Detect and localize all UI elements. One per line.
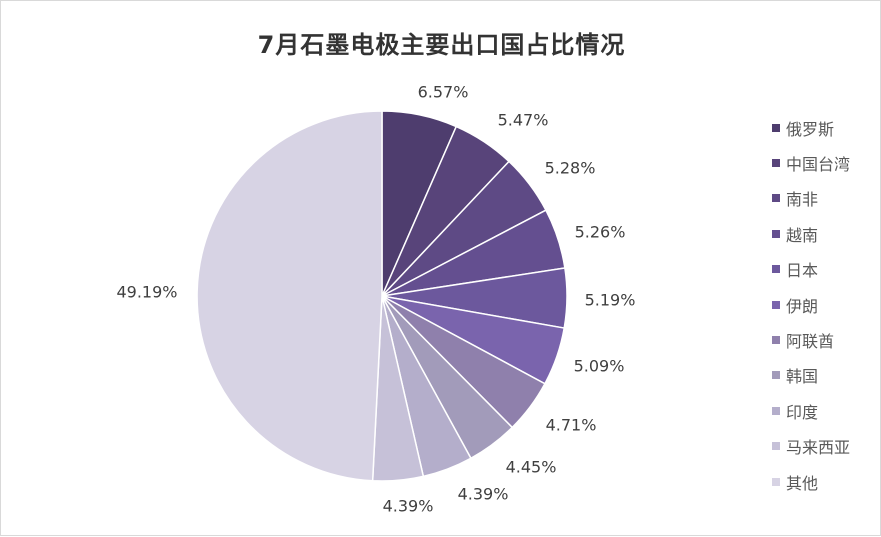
data-label-11: 49.19% [116,283,177,302]
legend-item-1: 俄罗斯 [772,110,850,145]
legend-label: 中国台湾 [786,155,851,175]
data-label-10: 4.39% [383,497,434,516]
legend-label: 韩国 [786,367,819,387]
legend-label: 南非 [786,190,819,210]
legend-item-8: 韩国 [772,358,850,393]
legend-swatch [772,371,780,380]
legend-item-2: 中国台湾 [772,145,850,180]
data-label-2: 5.47% [498,111,549,130]
legend-swatch [772,477,780,486]
legend-item-7: 阿联酋 [772,322,850,357]
chart-title: 7月石墨电极主要出口国占比情况 [257,31,626,59]
legend-label: 俄罗斯 [786,119,835,139]
legend-label: 马来西亚 [786,438,851,458]
legend-label: 印度 [786,402,819,422]
legend-item-10: 马来西亚 [772,429,850,464]
legend-swatch [772,442,780,451]
legend-swatch [772,123,780,132]
legend-label: 其他 [786,473,819,493]
pie-slices [196,110,568,482]
legend-item-3: 南非 [772,181,850,216]
pie-slice-11 [196,110,383,482]
legend-label: 日本 [786,261,819,281]
legend-item-11: 其他 [772,464,850,499]
legend-swatch [772,300,780,309]
legend-swatch [772,194,780,203]
data-label-6: 5.09% [574,357,625,376]
data-label-9: 4.39% [458,485,509,504]
legend-item-6: 伊朗 [772,287,850,322]
data-label-5: 5.19% [585,291,636,310]
legend-swatch [772,336,780,345]
data-label-7: 4.71% [546,416,597,435]
legend-swatch [772,159,780,168]
chart-legend: 俄罗斯中国台湾南非越南日本伊朗阿联酋韩国印度马来西亚其他 [772,110,850,499]
data-label-1: 6.57% [418,83,469,102]
legend-item-4: 越南 [772,216,850,251]
legend-swatch [772,406,780,415]
legend-label: 越南 [786,225,819,245]
legend-item-5: 日本 [772,252,850,287]
legend-label: 阿联酋 [786,332,835,352]
data-label-3: 5.28% [545,159,596,178]
legend-label: 伊朗 [786,296,819,316]
legend-swatch [772,265,780,274]
pie-data-labels: 6.57% 5.47% 5.28% 5.26% 5.19% 5.09% 4.71% 4.45%… [116,83,635,516]
legend-item-9: 印度 [772,393,850,428]
data-label-8: 4.45% [506,458,557,477]
legend-swatch [772,229,780,238]
data-label-4: 5.26% [575,223,626,242]
